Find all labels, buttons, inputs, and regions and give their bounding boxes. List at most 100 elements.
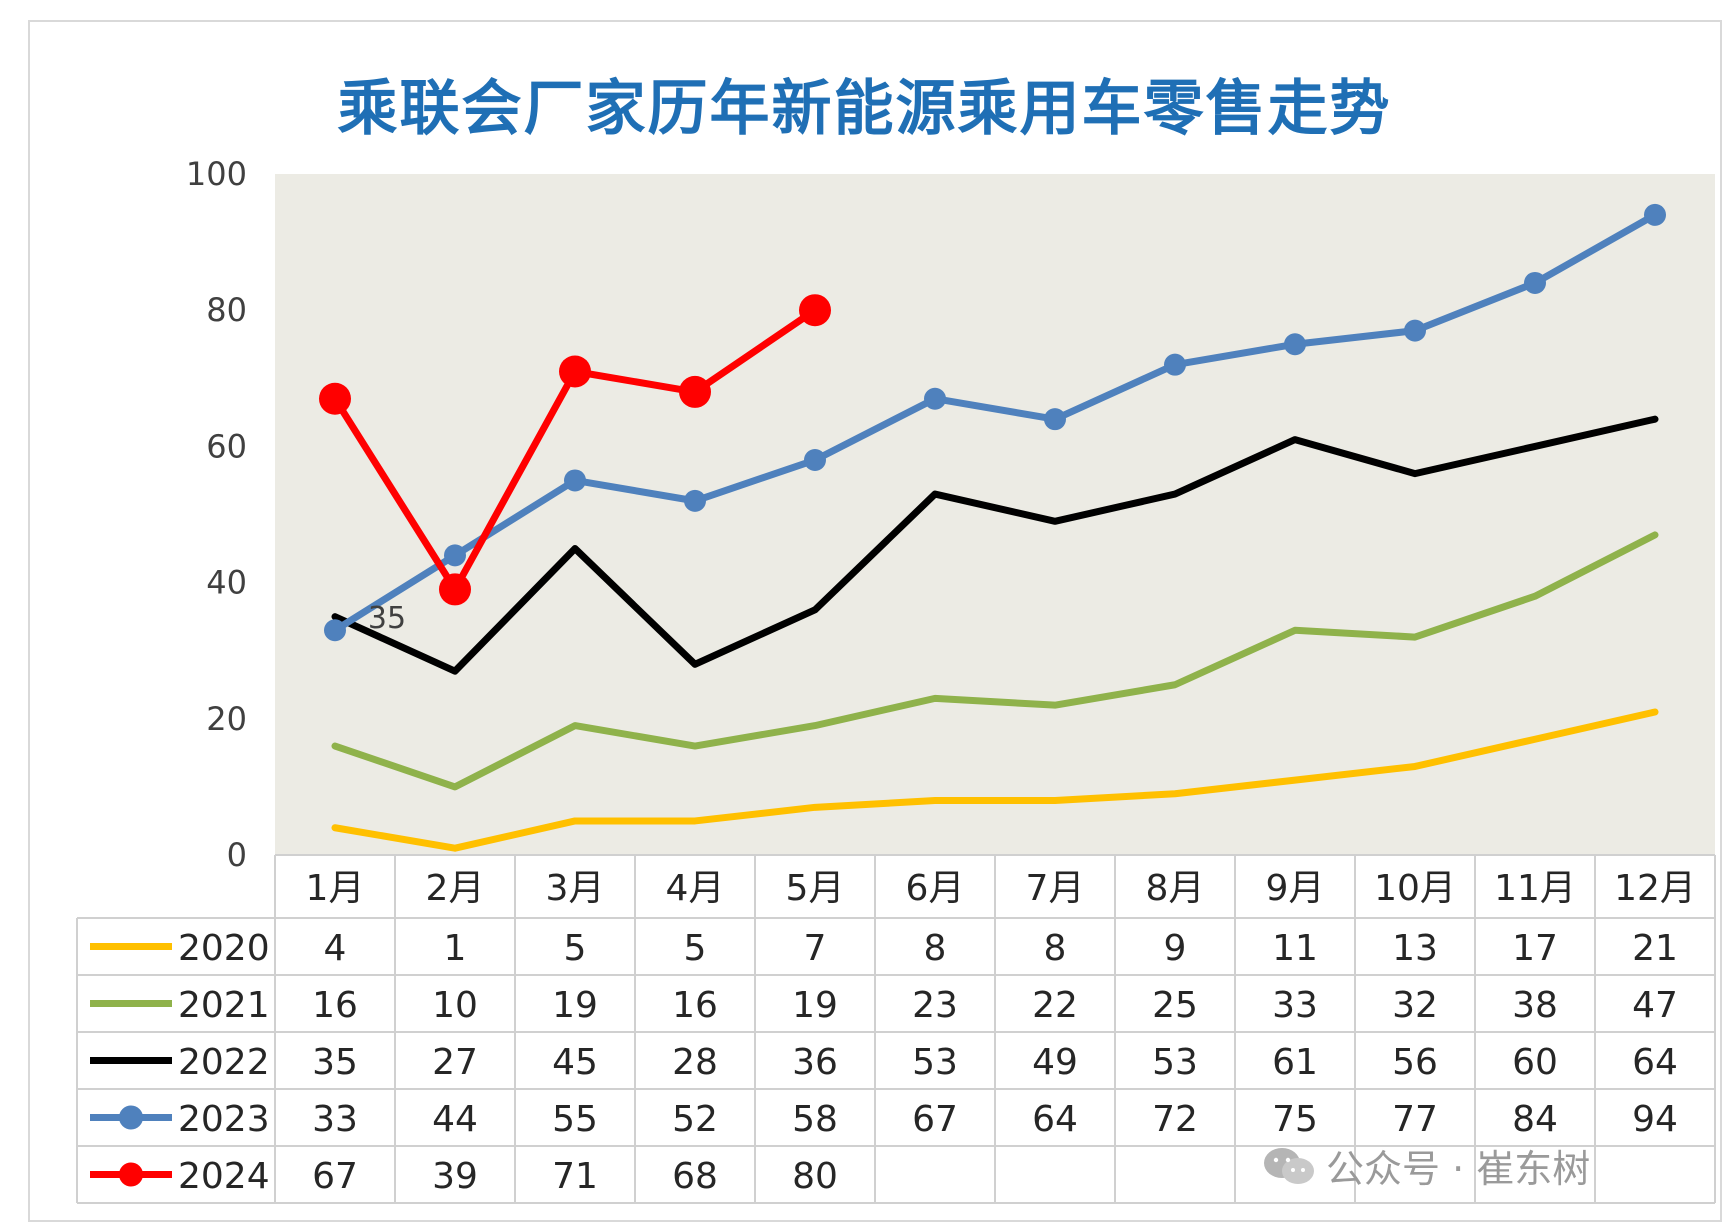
legend-label-2024: 2024 [178, 1156, 270, 1197]
table-cell: 16 [672, 985, 718, 1026]
legend-marker-2023 [119, 1105, 143, 1130]
table-cell: 80 [792, 1156, 838, 1197]
table-cell: 72 [1152, 1099, 1198, 1140]
table-cell: 7 [804, 928, 827, 969]
table-cell: 67 [312, 1156, 358, 1197]
table-cell: 52 [672, 1099, 718, 1140]
y-tick-label: 0 [227, 836, 247, 874]
table-cell: 94 [1632, 1099, 1678, 1140]
plot-area [275, 174, 1715, 855]
table-cell: 21 [1632, 928, 1678, 969]
x-tick-label: 6月 [906, 868, 965, 909]
series-line-2021 [331, 531, 1659, 791]
table-cell: 33 [1272, 985, 1318, 1026]
data-point-2023 [924, 387, 946, 410]
data-point-2024 [559, 355, 591, 388]
y-tick-label: 60 [206, 427, 247, 465]
table-cell: 75 [1272, 1099, 1318, 1140]
data-point-2023 [1284, 333, 1306, 356]
table-cell: 9 [1164, 928, 1187, 969]
table-cell: 32 [1392, 985, 1438, 1026]
data-point-2023 [444, 544, 466, 567]
table-cell: 8 [924, 928, 947, 969]
table-cell: 84 [1512, 1099, 1558, 1140]
data-point-2023 [684, 489, 706, 512]
data-point-2024 [679, 375, 711, 408]
x-tick-label: 3月 [546, 868, 605, 909]
data-point-2023 [1164, 353, 1186, 376]
data-point-2023 [1044, 408, 1066, 431]
table-cell: 4 [324, 928, 347, 969]
table-cell: 11 [1272, 928, 1318, 969]
table-cell: 10 [432, 985, 478, 1026]
table-cell: 17 [1512, 928, 1558, 969]
table-cell: 68 [672, 1156, 718, 1197]
series-line-2022 [331, 415, 1659, 675]
data-point-2023 [1524, 271, 1546, 294]
table-cell: 33 [312, 1099, 358, 1140]
data-label: 35 [368, 601, 406, 636]
data-point-2024 [319, 382, 351, 415]
x-tick-label: 2月 [426, 868, 485, 909]
table-cell: 35 [312, 1042, 358, 1083]
table-cell: 16 [312, 985, 358, 1026]
data-point-2023 [1404, 319, 1426, 342]
y-tick-label: 100 [186, 155, 247, 193]
table-cell: 47 [1632, 985, 1678, 1026]
series-line-2023 [331, 211, 1659, 634]
table-cell: 67 [912, 1099, 958, 1140]
x-tick-label: 4月 [666, 868, 725, 909]
table-cell: 53 [1152, 1042, 1198, 1083]
table-cell: 5 [684, 928, 707, 969]
table-cell: 28 [672, 1042, 718, 1083]
table-cell: 77 [1392, 1099, 1438, 1140]
table-cell: 56 [1392, 1042, 1438, 1083]
table-cell: 64 [1632, 1042, 1678, 1083]
x-tick-label: 1月 [306, 868, 365, 909]
x-tick-label: 12月 [1614, 868, 1696, 909]
table-cell: 71 [552, 1156, 598, 1197]
data-point-2023 [804, 449, 826, 472]
y-tick-label: 80 [206, 291, 247, 329]
data-point-2023 [564, 469, 586, 492]
legend-marker-2024 [119, 1162, 143, 1187]
table-cell: 25 [1152, 985, 1198, 1026]
x-tick-label: 11月 [1494, 868, 1576, 909]
watermark: 公众号 · 崔东树 [1262, 1138, 1590, 1193]
y-tick-label: 20 [206, 700, 247, 738]
x-tick-label: 8月 [1146, 868, 1205, 909]
table-cell: 13 [1392, 928, 1438, 969]
table-cell: 58 [792, 1099, 838, 1140]
legend-label-2021: 2021 [178, 985, 270, 1026]
wechat-icon [1262, 1146, 1316, 1186]
table-cell: 49 [1032, 1042, 1078, 1083]
table-cell: 60 [1512, 1042, 1558, 1083]
table-cell: 45 [552, 1042, 598, 1083]
table-cell: 19 [792, 985, 838, 1026]
table-cell: 19 [552, 985, 598, 1026]
table-cell: 5 [564, 928, 587, 969]
data-point-2023 [1644, 203, 1666, 226]
data-point-2023 [324, 619, 346, 642]
table-cell: 64 [1032, 1099, 1078, 1140]
table-cell: 44 [432, 1099, 478, 1140]
table-cell: 61 [1272, 1042, 1318, 1083]
table-cell: 55 [552, 1099, 598, 1140]
table-cell: 38 [1512, 985, 1558, 1026]
table-cell: 53 [912, 1042, 958, 1083]
table-cell: 27 [432, 1042, 478, 1083]
x-tick-label: 7月 [1026, 868, 1085, 909]
table-cell: 22 [1032, 985, 1078, 1026]
x-tick-label: 5月 [786, 868, 845, 909]
chart-title: 乘联会厂家历年新能源乘用车零售走势 [337, 74, 1392, 144]
table-cell: 39 [432, 1156, 478, 1197]
series-line-2020 [331, 708, 1659, 852]
table-cell: 36 [792, 1042, 838, 1083]
y-tick-label: 40 [206, 564, 247, 602]
legend-label-2023: 2023 [178, 1099, 270, 1140]
x-tick-label: 10月 [1374, 868, 1456, 909]
legend-label-2020: 2020 [178, 928, 270, 969]
data-point-2024 [439, 573, 471, 606]
legend-label-2022: 2022 [178, 1042, 270, 1083]
